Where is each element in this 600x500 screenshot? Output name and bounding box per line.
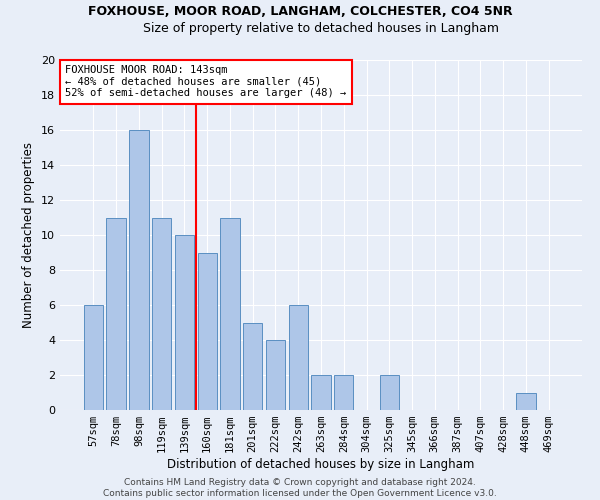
Bar [106,218,126,410]
Bar [380,375,399,410]
Bar [175,235,194,410]
Text: FOXHOUSE, MOOR ROAD, LANGHAM, COLCHESTER, CO4 5NR: FOXHOUSE, MOOR ROAD, LANGHAM, COLCHESTER… [88,5,512,18]
Bar [334,375,353,410]
Bar [311,375,331,410]
Bar [289,305,308,410]
X-axis label: Distribution of detached houses by size in Langham: Distribution of detached houses by size … [167,458,475,471]
Y-axis label: Number of detached properties: Number of detached properties [22,142,35,328]
Text: FOXHOUSE MOOR ROAD: 143sqm
← 48% of detached houses are smaller (45)
52% of semi: FOXHOUSE MOOR ROAD: 143sqm ← 48% of deta… [65,65,346,98]
Title: Size of property relative to detached houses in Langham: Size of property relative to detached ho… [143,22,499,35]
Text: Contains HM Land Registry data © Crown copyright and database right 2024.
Contai: Contains HM Land Registry data © Crown c… [103,478,497,498]
Bar [516,392,536,410]
Bar [129,130,149,410]
Bar [197,252,217,410]
Bar [152,218,172,410]
Bar [84,305,103,410]
Bar [220,218,239,410]
Bar [266,340,285,410]
Bar [243,322,262,410]
